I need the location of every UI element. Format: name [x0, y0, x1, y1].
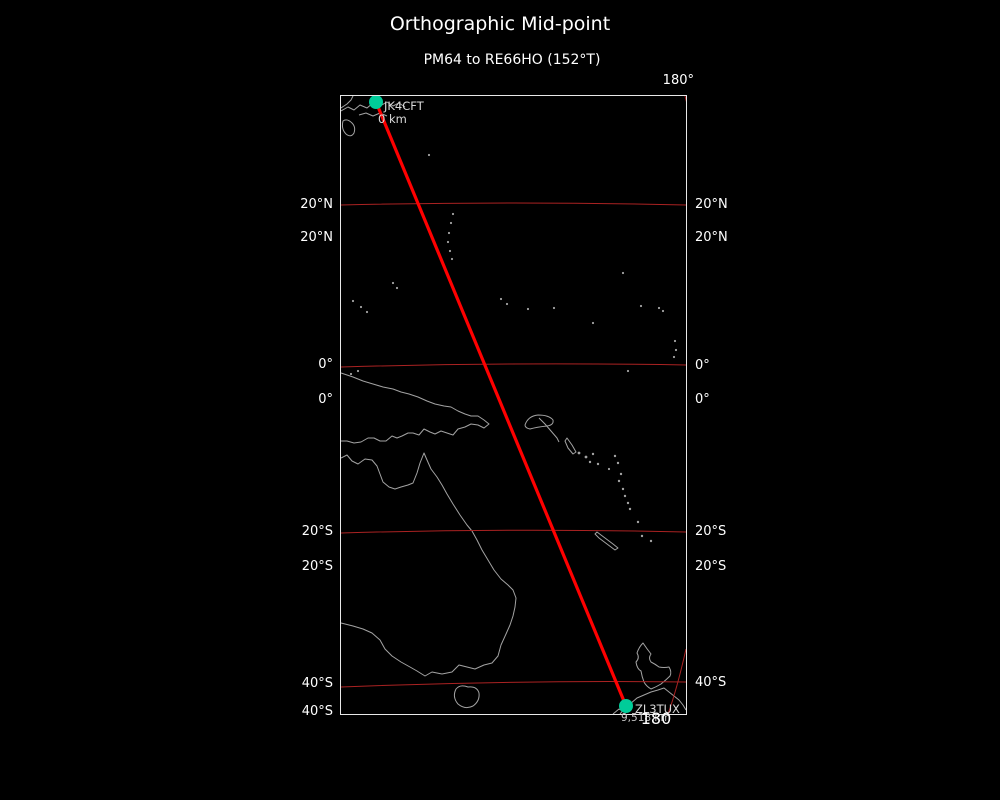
- lat-label-right-20s-a: 20°S: [695, 524, 727, 539]
- lat-label-left-20s-b: 20°S: [301, 559, 333, 574]
- lat-label-right-20n-b: 20°N: [695, 230, 728, 245]
- start-marker-callsign: JK4CFT: [383, 99, 425, 113]
- lat-label-left-0-a: 0°: [318, 357, 333, 372]
- gridline-equator: [341, 363, 686, 368]
- lat-label-right-20n-a: 20°N: [695, 197, 728, 212]
- gridline-20s: [341, 529, 686, 534]
- meridian-label-bottom: 180: [640, 709, 672, 728]
- great-circle-path: [374, 101, 628, 707]
- lat-label-left-0-b: 0°: [318, 392, 333, 407]
- lat-label-left-40s-b: 40°S: [301, 704, 333, 719]
- meridian-180-bottom: [667, 648, 686, 714]
- route-subtitle: PM64 to RE66HO (152°T): [423, 52, 601, 68]
- graticule-lines: [341, 96, 686, 714]
- start-marker-dot: [369, 96, 383, 109]
- orthographic-map: JK4CFT 0 km ZL3TUX: [341, 96, 686, 714]
- lat-label-left-40s-a: 40°S: [301, 676, 333, 691]
- lat-label-left-20n-a: 20°N: [300, 197, 333, 212]
- end-marker-distance: 9,518 km: [621, 712, 671, 724]
- map-frame: JK4CFT 0 km ZL3TUX: [340, 95, 687, 715]
- gridline-40s: [341, 681, 686, 688]
- lat-label-left-20n-b: 20°N: [300, 230, 333, 245]
- end-marker-dot: [619, 699, 633, 713]
- coastlines: [341, 96, 686, 714]
- lat-label-left-20s-a: 20°S: [301, 524, 333, 539]
- start-marker-distance: 0 km: [378, 112, 407, 126]
- meridian-label-top: 180°: [662, 73, 694, 88]
- gridline-20n: [341, 202, 686, 206]
- lat-label-right-40s: 40°S: [695, 675, 727, 690]
- meridian-180-top: [684, 96, 686, 103]
- lat-label-right-20s-b: 20°S: [695, 559, 727, 574]
- lat-label-right-0-b: 0°: [695, 392, 710, 407]
- end-marker-callsign: ZL3TUX: [635, 702, 680, 714]
- page-title: Orthographic Mid-point: [389, 13, 611, 35]
- lat-label-right-0-a: 0°: [695, 358, 710, 373]
- island-dots: [349, 153, 678, 543]
